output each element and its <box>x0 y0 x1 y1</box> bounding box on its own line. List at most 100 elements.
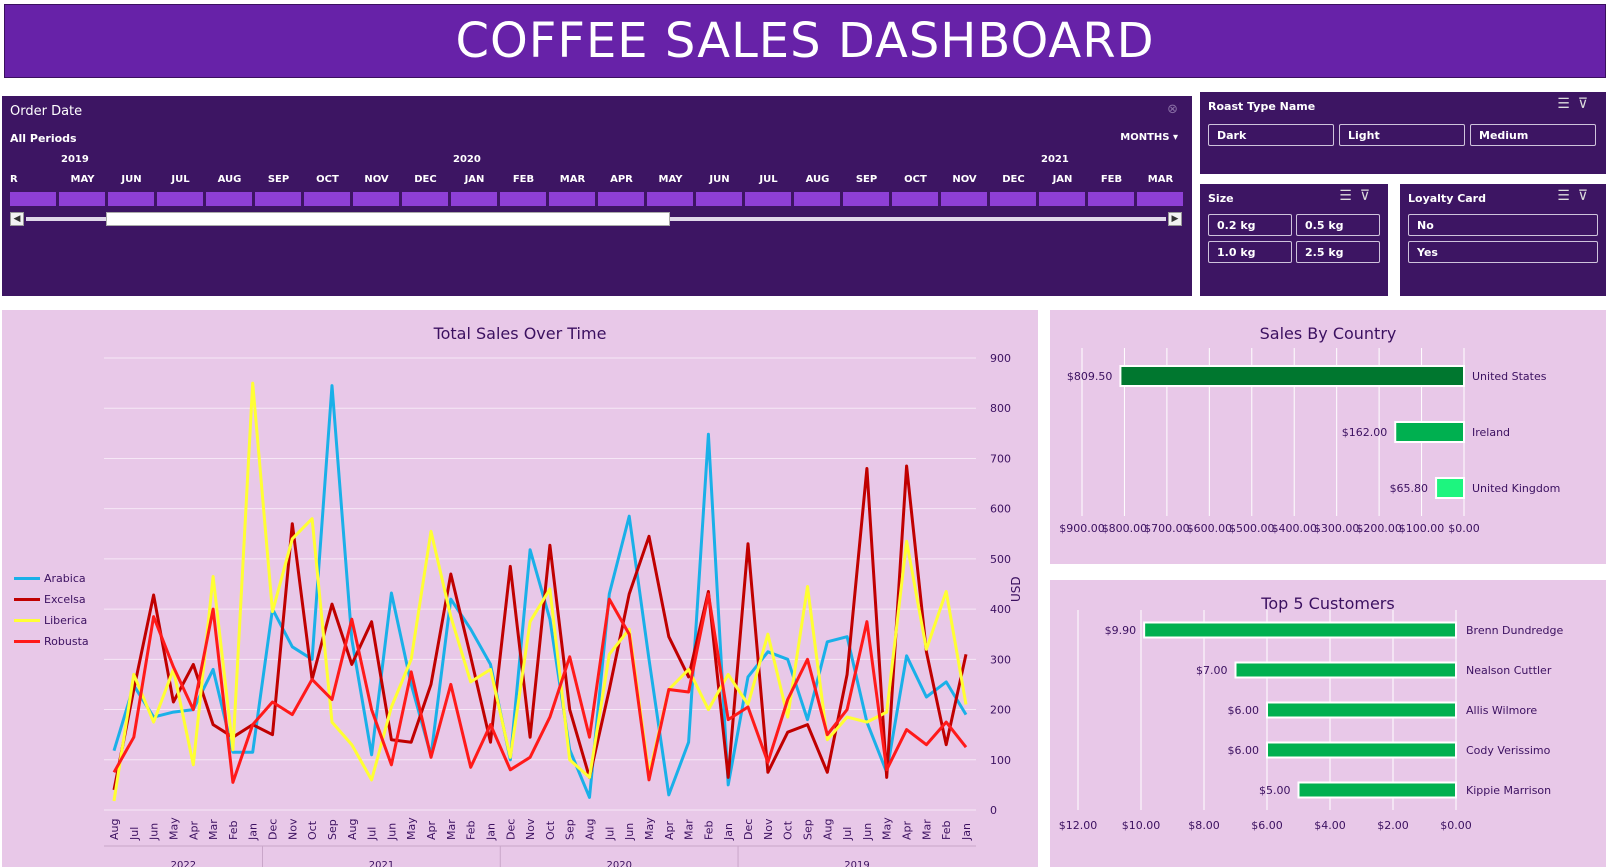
data-label: $5.00 <box>1259 784 1291 797</box>
clear-filter-icon[interactable]: ⊽ <box>1577 188 1596 204</box>
timeline-level-label: MONTHS <box>1120 132 1170 143</box>
scroll-left-icon[interactable]: ◀ <box>10 212 24 226</box>
timeline-month-cell[interactable] <box>304 192 350 206</box>
bar[interactable] <box>1266 701 1457 719</box>
category-label: United Kingdom <box>1472 482 1560 495</box>
x-tick-label: Dec <box>267 819 280 840</box>
x-tick-label: $2.00 <box>1377 819 1409 832</box>
timeline-years: 2019 2020 2021 <box>2 154 1192 168</box>
timeline-month-cell[interactable] <box>990 192 1036 206</box>
x-tick-label: Apr <box>901 820 914 840</box>
x-tick-label: Dec <box>742 819 755 840</box>
x-tick-label: Feb <box>940 821 953 840</box>
x-tick-label: Mar <box>920 819 933 840</box>
timeline-month-cell[interactable] <box>941 192 987 206</box>
slicer-item-0-5kg[interactable]: 0.5 kg <box>1296 214 1380 236</box>
bar[interactable] <box>1435 477 1466 499</box>
multi-select-icon[interactable]: ☰ <box>1339 188 1360 204</box>
timeline-year-label: 2019 <box>61 154 89 165</box>
timeline-month-cell[interactable] <box>255 192 301 206</box>
order-date-timeline[interactable]: Order Date ⊗ All Periods MONTHS ▾ 2019 20… <box>2 96 1192 296</box>
legend-item[interactable]: Robusta <box>14 631 89 652</box>
roast-slicer-title: Roast Type Name <box>1208 100 1316 113</box>
timeline-month-cell[interactable] <box>59 192 105 206</box>
timeline-month-cell[interactable] <box>402 192 448 206</box>
bar[interactable] <box>1119 365 1465 387</box>
timeline-month-cell[interactable] <box>451 192 497 206</box>
x-tick-label: $0.00 <box>1440 819 1472 832</box>
timeline-year-label: 2020 <box>453 154 481 165</box>
slicer-item-yes[interactable]: Yes <box>1408 241 1598 263</box>
series-line-liberica[interactable] <box>112 381 968 802</box>
timeline-month-label: MAY <box>70 174 95 185</box>
slicer-item-medium[interactable]: Medium <box>1470 124 1596 146</box>
slicer-item-light[interactable]: Light <box>1339 124 1465 146</box>
y-tick-label: 200 <box>990 704 1011 717</box>
x-tick-label: Jun <box>623 823 636 841</box>
legend-label: Liberica <box>44 614 88 627</box>
timeline-month-cell[interactable] <box>696 192 742 206</box>
bar[interactable] <box>1394 421 1465 443</box>
timeline-month-cell[interactable] <box>108 192 154 206</box>
timeline-month-label: SEP <box>855 174 878 185</box>
multi-select-icon[interactable]: ☰ <box>1557 96 1578 112</box>
x-tick-label: Jul <box>841 827 854 841</box>
scroll-right-icon[interactable]: ▶ <box>1168 212 1182 226</box>
slicer-item-2-5kg[interactable]: 2.5 kg <box>1296 241 1380 263</box>
x-tick-label: $500.00 <box>1229 522 1275 535</box>
year-group-label: 2019 <box>844 860 869 867</box>
timeline-month-cell[interactable] <box>647 192 693 206</box>
bar[interactable] <box>1234 661 1457 679</box>
x-tick-label: Jan <box>247 823 260 841</box>
timeline-month-cell[interactable] <box>1137 192 1183 206</box>
timeline-month-cell[interactable] <box>157 192 203 206</box>
timeline-month-cell[interactable] <box>1088 192 1134 206</box>
timeline-scrollbar[interactable]: ◀ ▶ <box>10 212 1182 226</box>
timeline-month-cell[interactable] <box>500 192 546 206</box>
series-line-robusta[interactable] <box>112 592 968 784</box>
slicer-item-1-0kg[interactable]: 1.0 kg <box>1208 241 1292 263</box>
timeline-month-cell[interactable] <box>794 192 840 206</box>
x-tick-label: Jul <box>603 827 616 841</box>
y-tick-label: 900 <box>990 352 1011 365</box>
series-line-arabica[interactable] <box>112 384 968 799</box>
timeline-month-label: DEC <box>1002 174 1025 185</box>
legend-item[interactable]: Arabica <box>14 568 89 589</box>
chart-legend: Arabica Excelsa Liberica Robusta <box>14 568 89 652</box>
timeline-month-cell[interactable] <box>353 192 399 206</box>
country-chart-title: Sales By Country <box>1259 324 1397 343</box>
x-tick-label: Apr <box>187 820 200 840</box>
timeline-cells[interactable] <box>2 192 1192 206</box>
scroll-thumb[interactable] <box>106 212 670 226</box>
timeline-month-label: JAN <box>1052 174 1073 185</box>
bar[interactable] <box>1297 781 1457 799</box>
slicer-item-dark[interactable]: Dark <box>1208 124 1334 146</box>
x-tick-label: Aug <box>584 819 597 840</box>
y-axis-title: USD <box>1009 576 1023 602</box>
clear-filter-icon[interactable]: ⊗ <box>1167 102 1178 117</box>
bar[interactable] <box>1143 621 1458 639</box>
timeline-month-label: MAR <box>1147 174 1174 185</box>
series-line-excelsa[interactable] <box>112 464 968 791</box>
x-tick-label: Aug <box>346 819 359 840</box>
multi-select-icon[interactable]: ☰ <box>1557 188 1578 204</box>
clear-filter-icon[interactable]: ⊽ <box>1359 188 1378 204</box>
timeline-month-cell[interactable] <box>549 192 595 206</box>
clear-filter-icon[interactable]: ⊽ <box>1577 96 1596 112</box>
slicer-item-0-2kg[interactable]: 0.2 kg <box>1208 214 1292 236</box>
timeline-month-cell[interactable] <box>843 192 889 206</box>
y-tick-label: 700 <box>990 452 1011 465</box>
x-tick-label: May <box>405 817 418 840</box>
legend-item[interactable]: Excelsa <box>14 589 89 610</box>
timeline-level-dropdown[interactable]: MONTHS ▾ <box>1120 132 1178 143</box>
timeline-month-cell[interactable] <box>206 192 252 206</box>
legend-item[interactable]: Liberica <box>14 610 89 631</box>
timeline-month-cell[interactable] <box>598 192 644 206</box>
timeline-month-label: JUL <box>171 174 190 185</box>
slicer-item-no[interactable]: No <box>1408 214 1598 236</box>
timeline-month-cell[interactable] <box>10 192 56 206</box>
timeline-month-cell[interactable] <box>1039 192 1085 206</box>
bar[interactable] <box>1266 741 1457 759</box>
timeline-month-cell[interactable] <box>745 192 791 206</box>
timeline-month-cell[interactable] <box>892 192 938 206</box>
